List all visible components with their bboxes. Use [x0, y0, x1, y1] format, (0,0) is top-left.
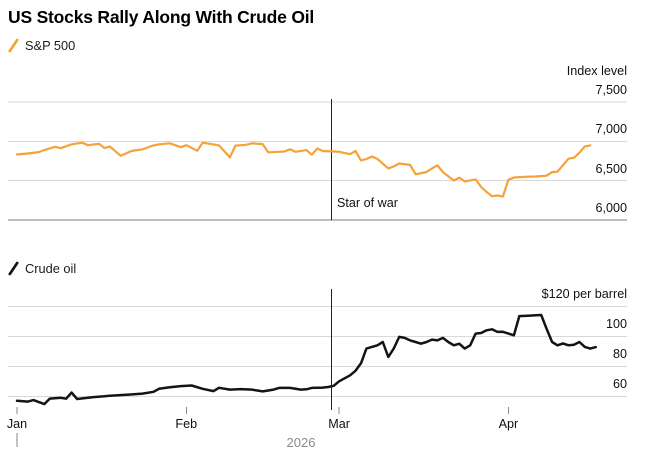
- y-axis-tick-label: $120 per barrel: [541, 287, 627, 302]
- sp500-unit-label: Index level: [566, 64, 627, 78]
- legend-label-sp500: S&P 500: [25, 38, 76, 53]
- x-axis-month-label: Apr: [498, 417, 519, 431]
- x-axis-year-label: 2026: [286, 435, 316, 450]
- x-axis-month-label: Mar: [328, 417, 350, 431]
- y-axis-tick-label: 7,500: [595, 83, 627, 97]
- legend-label-crude-oil: Crude oil: [25, 261, 77, 276]
- page-title: US Stocks Rally Along With Crude Oil: [8, 7, 315, 27]
- y-axis-tick-label: 6,000: [595, 200, 627, 215]
- x-axis-month-label: Feb: [175, 417, 198, 431]
- y-axis-tick-label: 7,000: [595, 122, 627, 137]
- sp500-legend-slash-icon: [8, 38, 19, 53]
- crude-oil-series-line: [15, 313, 598, 406]
- y-axis-tick-label: 100: [605, 317, 627, 332]
- war-annotation-label: Star of war: [337, 196, 398, 210]
- y-axis-tick-label: 80: [612, 347, 627, 362]
- x-axis-month-label: Jan: [6, 417, 28, 431]
- y-axis-tick-label: 6,500: [595, 161, 627, 176]
- legend-sp500: S&P 500: [8, 38, 75, 53]
- y-axis-tick-label: 60: [612, 377, 627, 392]
- sp500-series-line: [15, 141, 592, 198]
- crude-legend-slash-icon: [8, 261, 19, 276]
- legend-crude-oil: Crude oil: [8, 261, 76, 276]
